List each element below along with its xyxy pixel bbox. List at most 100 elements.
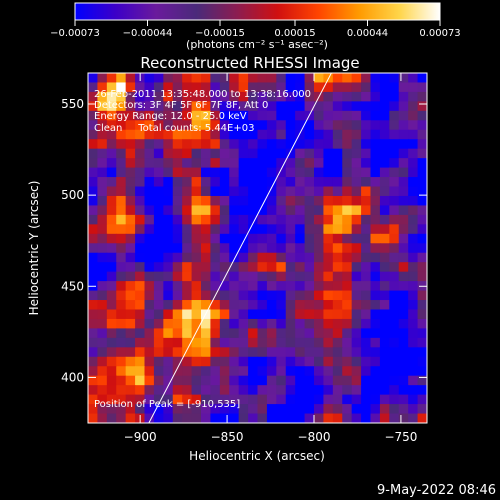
heatmap-cell	[398, 148, 409, 159]
heatmap-cell	[370, 309, 381, 320]
heatmap-cell	[398, 129, 409, 140]
heatmap-cell	[116, 385, 127, 396]
heatmap-cell	[248, 73, 259, 84]
heatmap-cell	[248, 91, 259, 102]
heatmap-cell	[135, 394, 146, 405]
heatmap-cell	[172, 318, 183, 330]
heatmap-cell	[229, 91, 240, 102]
heatmap-cell	[257, 404, 268, 415]
heatmap-cell	[97, 214, 108, 225]
heatmap-cell	[229, 375, 240, 386]
heatmap-cell	[97, 177, 108, 188]
heatmap-cell	[332, 290, 343, 301]
heatmap-cell	[135, 158, 146, 169]
heatmap-cell	[191, 214, 202, 225]
heatmap-cell	[106, 73, 117, 84]
heatmap-cell	[248, 281, 259, 292]
heatmap-cell	[323, 205, 334, 216]
heatmap-cell	[191, 337, 202, 348]
heatmap-cell	[116, 404, 127, 415]
heatmap-cell	[116, 205, 127, 216]
heatmap-cell	[342, 300, 353, 311]
heatmap-cell	[389, 73, 400, 84]
heatmap-cell	[266, 309, 277, 320]
heatmap-cell	[116, 177, 127, 188]
heatmap-cell	[191, 385, 202, 396]
heatmap-cell	[144, 195, 155, 207]
heatmap-cell	[182, 394, 193, 405]
heatmap-cell	[285, 404, 296, 415]
heatmap-cell	[163, 186, 174, 197]
heatmap-cell	[229, 404, 240, 415]
heatmap-cell	[172, 73, 183, 84]
heatmap-cell	[351, 366, 362, 377]
heatmap-cell	[163, 101, 174, 112]
heatmap-cell	[257, 73, 268, 84]
heatmap-cell	[266, 356, 277, 367]
heatmap-cell	[135, 177, 146, 188]
heatmap-cell	[361, 252, 372, 263]
heatmap-cell	[210, 300, 221, 311]
heatmap-cell	[88, 328, 99, 339]
heatmap-cell	[144, 385, 155, 396]
heatmap-cell	[229, 243, 240, 254]
heatmap-cell	[304, 101, 315, 112]
heatmap-cell	[304, 281, 315, 292]
heatmap-cell	[210, 404, 221, 415]
heatmap-cell	[398, 167, 409, 178]
heatmap-cell	[238, 347, 249, 358]
heatmap-cell	[351, 224, 362, 235]
heatmap-cell	[332, 205, 343, 216]
heatmap-cell	[389, 129, 400, 140]
heatmap-cell	[153, 356, 164, 367]
heatmap-cell	[285, 148, 296, 159]
heatmap-cell	[88, 375, 99, 386]
heatmap-cell	[295, 252, 306, 263]
heatmap-cell	[219, 281, 230, 292]
heatmap-cell	[182, 110, 193, 121]
heatmap-cell	[257, 101, 268, 112]
heatmap-cell	[266, 385, 277, 396]
heatmap-cell	[361, 394, 372, 405]
heatmap-cell	[229, 73, 240, 84]
heatmap-cell	[266, 148, 277, 159]
heatmap-cell	[163, 91, 174, 102]
heatmap-cell	[97, 73, 108, 84]
heatmap-cell	[191, 91, 202, 102]
heatmap-cell	[106, 129, 117, 140]
heatmap-cell	[182, 129, 193, 140]
heatmap-cell	[97, 385, 108, 396]
heatmap-cell	[379, 404, 390, 415]
heatmap-cell	[314, 73, 325, 84]
heatmap-cell	[125, 252, 136, 263]
heatmap-cell	[219, 186, 230, 197]
heatmap-cell	[342, 366, 353, 377]
heatmap-cell	[332, 252, 343, 263]
heatmap-cell	[106, 347, 117, 358]
heatmap-cell	[172, 300, 183, 311]
heatmap-cell	[351, 281, 362, 292]
heatmap-cell	[323, 110, 334, 121]
heatmap-cell	[219, 167, 230, 178]
heatmap-cell	[379, 148, 390, 159]
heatmap-cell	[257, 91, 268, 102]
annotation-clean-counts: Clean Total counts: 5.44E+03	[94, 123, 254, 134]
heatmap-cell	[351, 139, 362, 150]
heatmap-cell	[201, 309, 212, 320]
heatmap-cell	[295, 281, 306, 292]
heatmap-cell	[408, 290, 419, 301]
heatmap-cell	[370, 120, 381, 131]
heatmap-cell	[219, 404, 230, 415]
heatmap-cell	[389, 205, 400, 216]
heatmap-cell	[153, 271, 164, 282]
heatmap-cell	[323, 366, 334, 377]
heatmap-cell	[361, 167, 372, 178]
heatmap-cell	[361, 385, 372, 396]
heatmap-cell	[257, 356, 268, 367]
annotation-energy-range: Energy Range: 12.0 - 25.0 keV	[94, 111, 247, 122]
heatmap-cell	[219, 328, 230, 339]
heatmap-cell	[182, 385, 193, 396]
heatmap-cell	[219, 413, 230, 423]
heatmap-cell	[106, 195, 117, 207]
heatmap-cell	[276, 309, 287, 320]
